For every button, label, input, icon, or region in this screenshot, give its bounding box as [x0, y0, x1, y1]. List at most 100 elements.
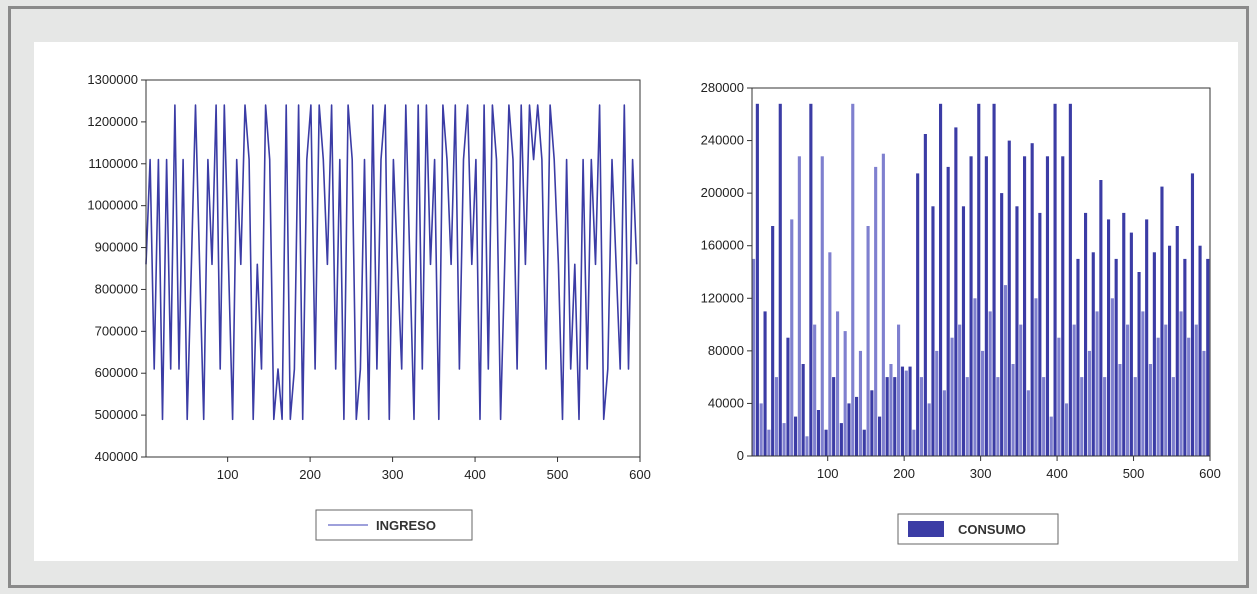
consumo-bar — [984, 156, 988, 457]
x-tick-label: 100 — [217, 467, 239, 482]
consumo-bar — [782, 423, 786, 456]
consumo-bar — [1160, 186, 1164, 456]
consumo-bar — [935, 350, 939, 456]
consumo-bar — [889, 364, 893, 456]
consumo-bar — [1164, 324, 1168, 456]
consumo-bar — [981, 350, 985, 456]
x-tick-label: 300 — [382, 467, 404, 482]
consumo-bar — [954, 127, 958, 457]
consumo-bar — [977, 103, 981, 457]
consumo-bar — [1019, 324, 1023, 456]
consumo-bar — [1023, 156, 1027, 457]
consumo-bar — [832, 377, 836, 456]
consumo-bar — [1190, 173, 1195, 456]
consumo-bar — [1110, 298, 1114, 456]
x-tick-label: 500 — [547, 467, 569, 482]
consumo-bar — [1091, 252, 1095, 456]
y-tick-label: 800000 — [95, 281, 138, 296]
consumo-bar — [851, 103, 855, 457]
consumo-bar — [1198, 245, 1202, 456]
x-tick-label: 300 — [970, 466, 992, 481]
consumo-bar — [1000, 193, 1004, 456]
y-tick-label: 600000 — [95, 365, 138, 380]
consumo-bar — [836, 311, 840, 456]
consumo-bar — [988, 311, 992, 456]
consumo-bar — [866, 226, 870, 456]
consumo-bar — [912, 429, 916, 456]
consumo-bar — [1084, 212, 1088, 456]
consumo-bar — [767, 429, 771, 456]
x-tick-label: 200 — [893, 466, 915, 481]
consumo-bar — [996, 377, 1000, 456]
consumo-bar — [1137, 272, 1141, 456]
consumo-bar — [885, 377, 889, 456]
legend-bar-swatch — [908, 521, 944, 537]
y-tick-label: 0 — [737, 448, 744, 463]
consumo-bar — [774, 377, 779, 456]
consumo-bar — [1122, 212, 1126, 456]
y-tick-label: 280000 — [701, 80, 744, 95]
consumo-bar — [847, 403, 851, 456]
consumo-bar — [893, 377, 897, 456]
consumo-bar — [1175, 226, 1179, 456]
consumo-bar — [1053, 103, 1057, 457]
consumo-bar — [763, 311, 767, 456]
consumo-bar — [1156, 337, 1160, 456]
consumo-bar — [805, 436, 809, 456]
consumo-bar — [1133, 377, 1137, 456]
consumo-bar — [1126, 324, 1130, 456]
consumo-bar — [897, 324, 901, 456]
consumo-bar — [862, 429, 866, 456]
consumo-bar — [1141, 311, 1145, 456]
consumo-bar — [1015, 206, 1019, 456]
y-tick-label: 200000 — [701, 185, 744, 200]
consumo-bar — [1087, 350, 1092, 456]
consumo-bar — [855, 396, 859, 456]
x-tick-label: 600 — [629, 467, 651, 482]
y-tick-label: 700000 — [95, 323, 138, 338]
consumo-bar — [1152, 252, 1156, 456]
consumo-bar — [820, 156, 824, 457]
y-tick-label: 1200000 — [87, 114, 138, 129]
consumo-bar — [1061, 156, 1065, 457]
consumo-bar — [824, 429, 828, 456]
consumo-bar — [1179, 311, 1183, 456]
consumo-bar — [1072, 324, 1076, 456]
consumo-bar — [755, 103, 759, 457]
legend-label: CONSUMO — [958, 522, 1026, 537]
ingreso-plot-frame — [145, 79, 641, 458]
consumo-bar — [1145, 219, 1149, 456]
y-tick-label: 80000 — [708, 343, 744, 358]
consumo-bar — [813, 324, 817, 456]
consumo-bar — [1007, 140, 1011, 456]
consumo-bar — [752, 258, 756, 456]
consumo-bar — [992, 103, 996, 457]
x-tick-label: 600 — [1199, 466, 1221, 481]
consumo-bar — [1030, 143, 1034, 456]
y-tick-label: 160000 — [701, 238, 744, 253]
consumo-bar — [771, 226, 775, 456]
x-tick-label: 500 — [1123, 466, 1145, 481]
y-tick-label: 900000 — [95, 240, 138, 255]
consumo-bar — [1026, 390, 1030, 456]
consumo-bar — [961, 206, 966, 456]
consumo-bar — [1068, 103, 1072, 457]
consumo-bar — [965, 377, 969, 456]
consumo-bar — [1080, 377, 1084, 456]
consumo-bar — [778, 103, 782, 457]
y-tick-label: 1300000 — [87, 72, 138, 87]
consumo-bar — [801, 364, 805, 456]
consumo-bar — [1049, 416, 1053, 456]
consumo-bar — [794, 416, 798, 456]
y-tick-label: 120000 — [701, 290, 744, 305]
consumo-bar — [839, 423, 843, 456]
x-tick-label: 200 — [299, 467, 321, 482]
consumo-bar — [1183, 258, 1187, 456]
consumo-bar — [900, 366, 905, 456]
consumo-bar — [1011, 364, 1015, 456]
consumo-bar — [881, 153, 885, 456]
consumo-bar — [973, 298, 977, 456]
consumo-bar — [809, 103, 813, 457]
consumo-bar — [1003, 285, 1008, 456]
